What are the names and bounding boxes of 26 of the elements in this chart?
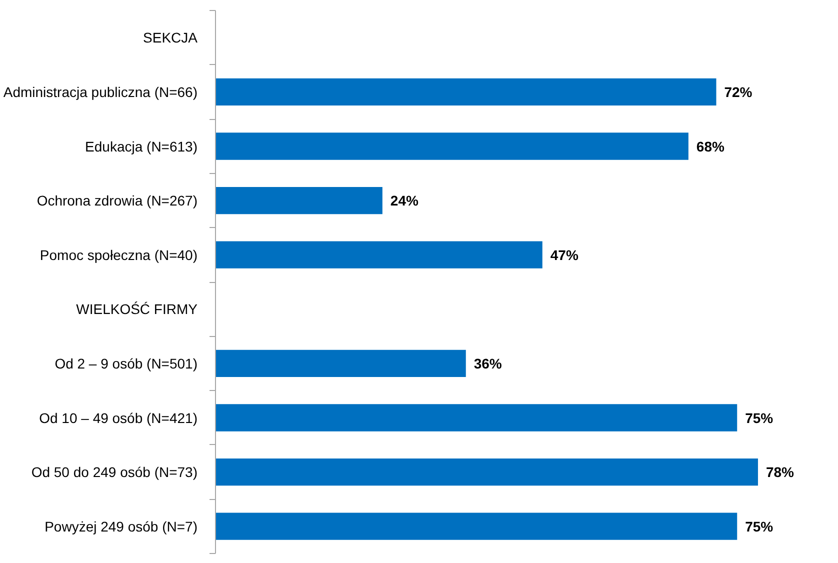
data-label: 24%	[390, 192, 419, 209]
y-tick-label: Od 50 do 249 osób (N=73)	[31, 464, 198, 480]
data-label: 68%	[696, 138, 725, 154]
data-label: 36%	[474, 355, 502, 372]
y-tick-label: Powyżej 249 osób (N=7)	[44, 518, 198, 534]
y-tick-label: Administracja publiczna (N=66)	[3, 84, 198, 100]
y-tick-label: Od 2 – 9 osób (N=501)	[54, 355, 198, 372]
y-tick-label: Edukacja (N=613)	[85, 138, 198, 154]
bar	[216, 404, 738, 432]
bar	[216, 458, 758, 486]
bar	[216, 350, 466, 378]
bar	[216, 241, 542, 268]
data-label: 75%	[745, 518, 774, 534]
bar	[216, 186, 382, 214]
data-label: 47%	[550, 246, 579, 263]
bar	[216, 132, 688, 160]
data-label: 72%	[724, 84, 753, 100]
y-tick-label: Pomoc społeczna (N=40)	[40, 246, 198, 263]
bar	[216, 512, 738, 540]
data-label: 78%	[766, 464, 795, 480]
data-label: 75%	[745, 410, 774, 426]
bar	[216, 78, 716, 106]
y-tick-label: SEKCJA	[143, 30, 198, 46]
y-tick-label: WIELKOŚĆ FIRMY	[76, 301, 198, 318]
y-tick-label: Ochrona zdrowia (N=267)	[36, 192, 198, 209]
y-tick-label: Od 10 – 49 osób (N=421)	[39, 410, 198, 426]
